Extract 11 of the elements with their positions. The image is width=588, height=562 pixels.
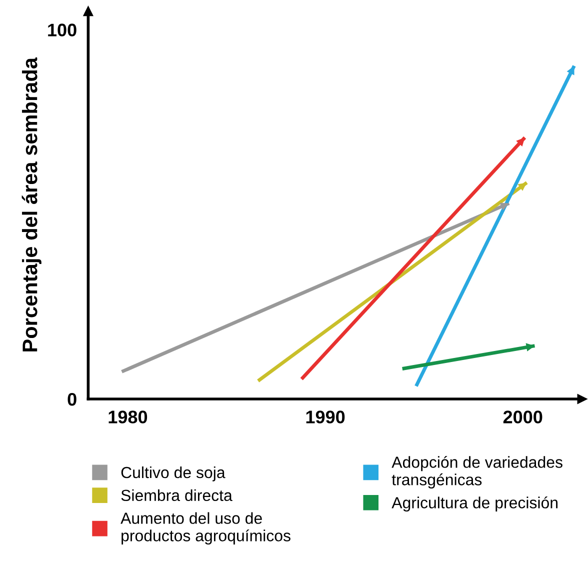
y-tick-label: 100 — [48, 24, 76, 36]
legend-label: Agricultura de precisión — [392, 496, 558, 512]
legend-label: Adopción de variedades transgénicas — [392, 456, 562, 488]
y-tick-label: 0 — [68, 392, 76, 406]
x-tick-label: 1990 — [306, 410, 345, 424]
x-tick-label: 1980 — [108, 410, 148, 424]
legend-label: Cultivo de soja — [121, 466, 226, 482]
legend-label: Aumento del uso de productos agroquímicos — [120, 512, 290, 545]
x-tick-label: 2000 — [503, 410, 542, 424]
y-axis-title: Porcentaje del área sembrada — [22, 57, 42, 352]
legend-label: Siembra directa — [121, 489, 232, 502]
